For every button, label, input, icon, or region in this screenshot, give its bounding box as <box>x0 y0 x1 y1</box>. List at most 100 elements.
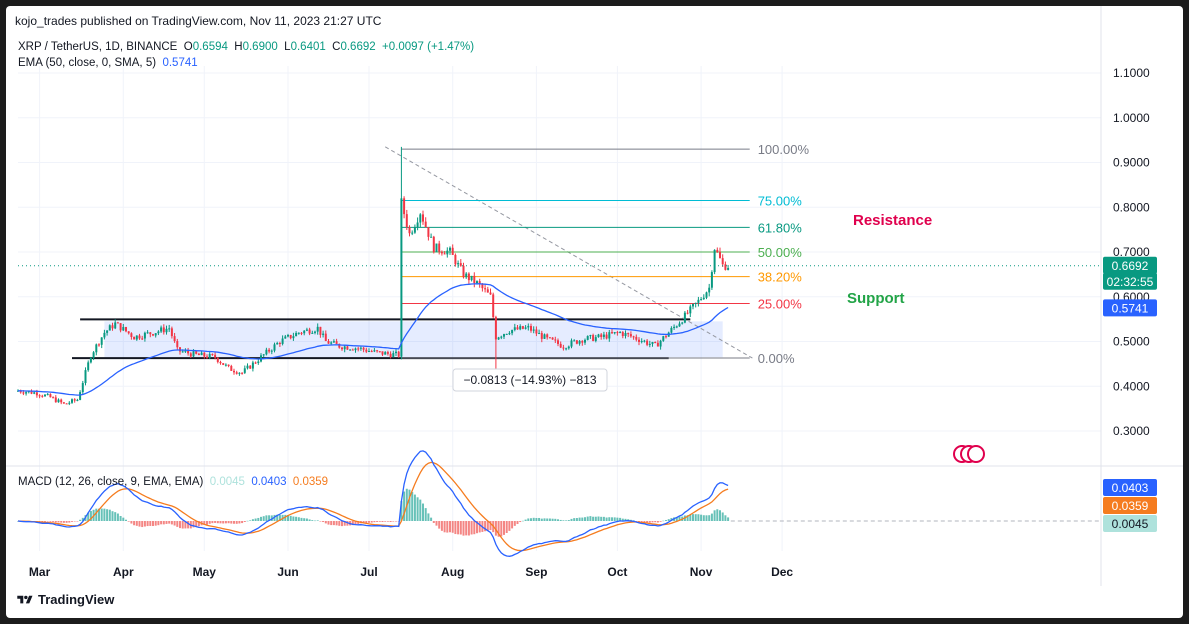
candle-body <box>359 347 362 349</box>
macd-histogram-bar <box>692 514 694 521</box>
macd-histogram-bar <box>308 519 311 521</box>
macd-histogram-bar <box>478 521 481 533</box>
candle-body <box>713 249 716 273</box>
candle-body <box>243 368 246 373</box>
macd-histogram-bar <box>689 514 692 521</box>
candle-body <box>173 336 176 342</box>
macd-histogram-bar <box>235 521 238 524</box>
macd-histogram-bar <box>675 517 678 521</box>
macd-signal-tag: 0.0359 <box>1112 499 1149 513</box>
candle-body <box>197 353 200 356</box>
macd-histogram-bar <box>575 518 578 521</box>
candle-body <box>230 365 233 371</box>
candle-body <box>530 326 532 331</box>
candle-body <box>284 336 287 339</box>
macd-histogram-bar <box>530 518 532 521</box>
candle-body <box>467 273 470 281</box>
macd-histogram-bar <box>538 517 541 521</box>
candle-body <box>681 322 684 324</box>
candle-body <box>262 354 265 356</box>
candle-body <box>662 336 665 341</box>
ema-price-tag-bg <box>1103 299 1157 317</box>
macd-histogram-bar <box>165 521 168 524</box>
measure-label: −0.0813 (−14.93%) −813 <box>463 373 596 387</box>
macd-histogram-bar <box>79 519 82 521</box>
symbol-name[interactable]: XRP / TetherUS, 1D, BINANCE <box>18 41 178 53</box>
macd-legend[interactable]: MACD (12, 26, close, 9, EMA, EMA) 0.0045… <box>18 476 328 488</box>
candle-body <box>119 323 122 331</box>
macd-histogram-bar <box>386 521 389 522</box>
candle-body <box>162 327 165 333</box>
candle-body <box>573 340 576 342</box>
macd-histogram-bar <box>168 521 171 524</box>
macd-histogram-bar <box>600 516 603 521</box>
macd-histogram-bar <box>724 515 727 521</box>
high-value: 0.6900 <box>242 41 278 53</box>
candle-body <box>357 348 360 350</box>
tradingview-brand[interactable]: TradingView <box>16 592 114 607</box>
chart-frame: 100.00% 75.00% 61.80% 50.00% 38.20% 25.00% 0.0… <box>6 6 1183 618</box>
time-tick-label: Oct <box>607 565 627 579</box>
price-tick-label: 0.4000 <box>1113 379 1150 393</box>
macd-histogram-bar <box>548 518 551 521</box>
macd-histogram-bar <box>602 516 605 521</box>
candle-body <box>624 333 627 337</box>
fib-level-label: 75.00% <box>758 194 803 209</box>
macd-histogram-bar <box>702 515 705 521</box>
macd-histogram-bar <box>597 516 600 521</box>
candle-body <box>516 327 519 330</box>
macd-histogram-bar <box>152 521 154 527</box>
candle-body <box>511 329 514 334</box>
macd-histogram-bar <box>57 521 60 523</box>
candle-body <box>694 302 697 304</box>
time-tick-label: Dec <box>771 565 793 579</box>
ema-legend[interactable]: EMA (50, close, 0, SMA, 5) 0.5741 <box>18 57 198 69</box>
macd-histogram-bar <box>230 521 233 524</box>
candle-body <box>700 299 703 301</box>
candle-body <box>592 335 595 341</box>
macd-histogram-bar <box>651 521 654 523</box>
candle-body <box>503 334 505 337</box>
candle-body <box>578 340 581 344</box>
candle-body <box>457 263 460 265</box>
macd-histogram-bar <box>327 521 330 525</box>
macd-histogram-bar <box>638 521 640 522</box>
candle-body <box>632 336 635 338</box>
candle-body <box>497 337 500 340</box>
macd-histogram-bar <box>303 518 306 521</box>
candle-body <box>519 326 522 330</box>
macd-histogram-bar <box>362 521 365 524</box>
macd-histogram-bar <box>400 501 403 521</box>
candle-body <box>100 337 103 345</box>
macd-histogram-bar <box>516 521 519 525</box>
candle-body <box>76 399 79 401</box>
macd-line <box>17 450 729 557</box>
close-label: C <box>332 41 341 53</box>
macd-histogram-bar <box>659 521 662 522</box>
candle-body <box>397 351 400 357</box>
candle-body <box>95 344 98 353</box>
macd-histogram-bar <box>276 514 279 521</box>
macd-histogram-bar <box>500 521 503 537</box>
macd-histogram-bar <box>87 512 90 521</box>
candle-body <box>484 288 487 290</box>
macd-histogram-bar <box>224 521 227 524</box>
macd-histogram-bar <box>95 508 98 521</box>
candle-body <box>665 336 667 338</box>
candle-body <box>670 327 673 333</box>
macd-histogram-bar <box>395 521 397 522</box>
macd-hist-tag: 0.0045 <box>1112 517 1149 531</box>
candle-body <box>673 326 676 328</box>
price-chart[interactable]: 100.00% 75.00% 61.80% 50.00% 38.20% 25.00% 0.0… <box>6 6 1183 618</box>
macd-histogram-bar <box>214 521 217 523</box>
macd-histogram-bar <box>219 521 222 524</box>
candle-body <box>300 332 303 334</box>
macd-histogram-bar <box>381 521 384 522</box>
macd-histogram-bar <box>589 516 592 521</box>
macd-histogram-bar <box>465 521 468 536</box>
macd-histogram-bar <box>311 520 314 521</box>
candle-body <box>449 247 451 251</box>
candle-body <box>241 372 244 374</box>
candle-body <box>87 362 90 371</box>
candle-body <box>540 333 543 339</box>
